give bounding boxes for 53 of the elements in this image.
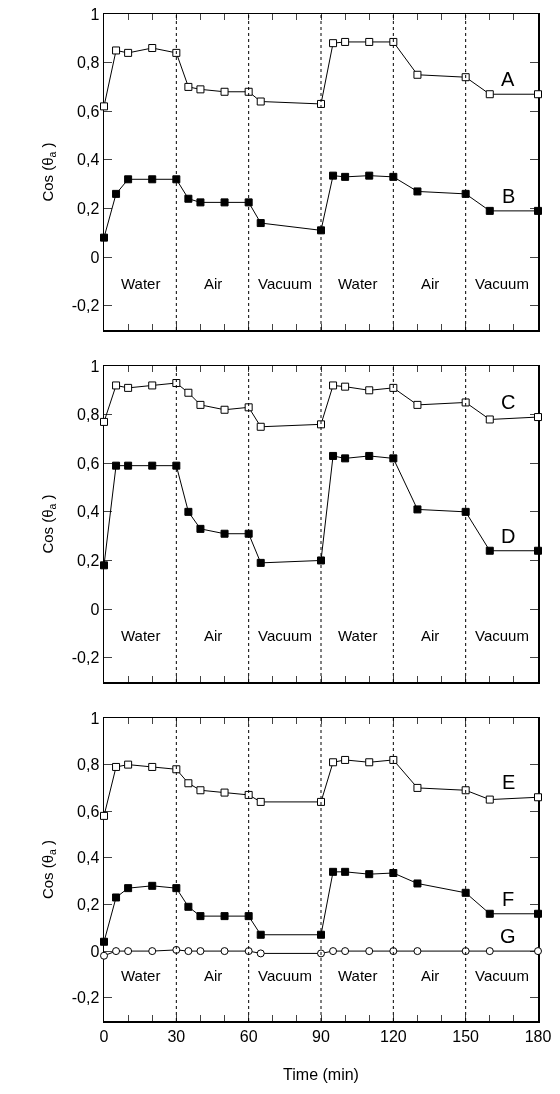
annotation: Water: [121, 275, 161, 292]
x-tick-label: 90: [312, 1027, 330, 1045]
x-axis-title: Time (min): [283, 1065, 359, 1083]
y-tick-label: 0,6: [77, 454, 100, 472]
annotation: Air: [204, 275, 223, 292]
y-tick-label: 0,4: [77, 849, 100, 867]
annotation: Vacuum: [258, 967, 312, 984]
y-tick-label: -0,2: [71, 297, 100, 315]
annotation: Water: [121, 967, 161, 984]
y-tick-label: 0,8: [77, 756, 100, 774]
y-tick-label: 0: [90, 942, 100, 960]
y-tick-label: 0,6: [77, 102, 100, 120]
y-tick-label: 1: [90, 709, 100, 727]
y-tick-label: 0,2: [77, 200, 100, 218]
y-tick-label: 0: [90, 600, 100, 618]
y-tick-label: -0,2: [71, 989, 100, 1007]
series-label: F: [502, 888, 515, 910]
annotation: Water: [121, 627, 161, 644]
annotation: Water: [338, 967, 378, 984]
annotation: Air: [204, 627, 223, 644]
annotation: Air: [421, 967, 440, 984]
y-tick-label: 0,4: [77, 151, 100, 169]
y-tick-label: 0,8: [77, 406, 100, 424]
annotation: Air: [204, 967, 223, 984]
y-tick-label: 0: [90, 248, 100, 266]
annotation: Water: [338, 275, 378, 292]
annotation: Vacuum: [475, 967, 529, 984]
y-tick-label: 0,4: [77, 503, 100, 521]
series-label: G: [500, 925, 516, 947]
annotation: Vacuum: [475, 627, 529, 644]
x-tick-label: 180: [524, 1027, 552, 1045]
x-tick-label: 60: [239, 1027, 258, 1045]
annotation: Vacuum: [475, 275, 529, 292]
y-tick-label: -0,2: [71, 649, 100, 667]
annotation: Vacuum: [258, 627, 312, 644]
x-tick-label: 150: [452, 1027, 480, 1045]
y-tick-label: 0,6: [77, 802, 100, 820]
series-label: D: [501, 525, 516, 547]
x-tick-label: 30: [167, 1027, 186, 1045]
x-tick-label: 120: [379, 1027, 407, 1045]
y-tick-label: 0,8: [77, 54, 100, 72]
annotation: Air: [421, 627, 440, 644]
series-label: A: [501, 68, 515, 90]
annotation: Air: [421, 275, 440, 292]
series-label: E: [502, 771, 516, 793]
series-label: C: [501, 391, 516, 413]
annotation: Water: [338, 627, 378, 644]
y-tick-label: 0,2: [77, 896, 100, 914]
y-tick-label: 1: [90, 5, 100, 23]
annotation: Vacuum: [258, 275, 312, 292]
y-tick-label: 1: [90, 357, 100, 375]
y-tick-label: 0,2: [77, 552, 100, 570]
series-label: B: [502, 185, 516, 207]
